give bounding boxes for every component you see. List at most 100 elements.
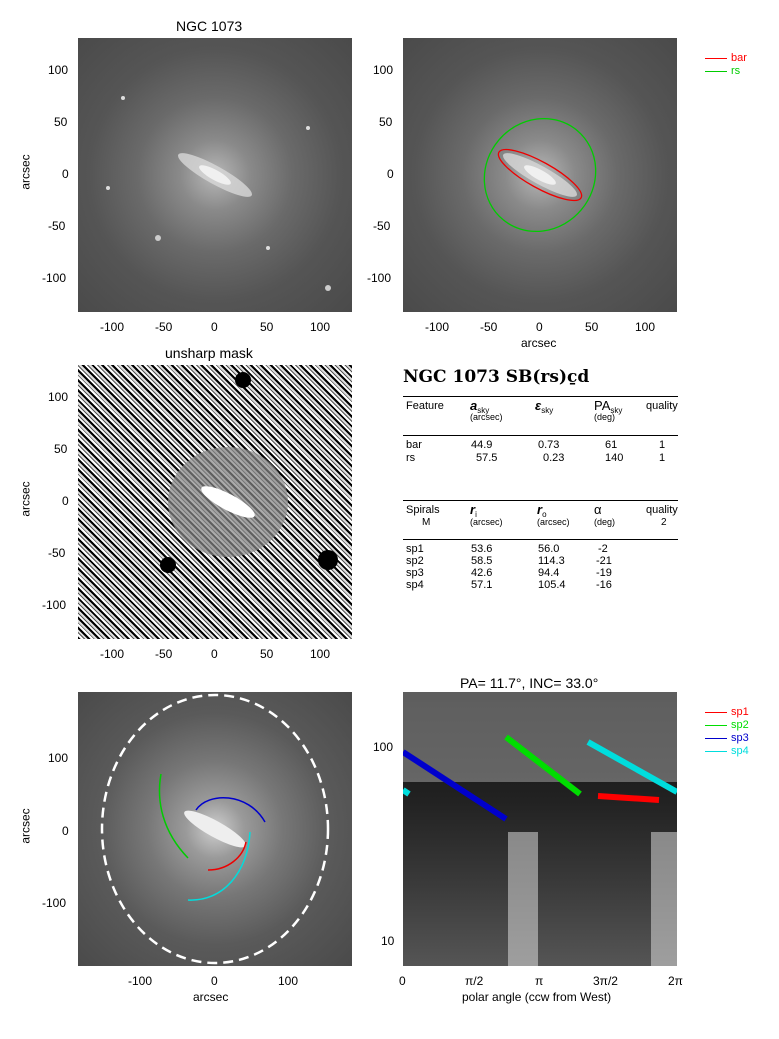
galaxy-image-overlay bbox=[403, 38, 677, 312]
legend-sp1: sp1 bbox=[731, 706, 749, 718]
feature-pa: 61 bbox=[605, 439, 618, 451]
panel3-xtick: -50 bbox=[155, 647, 173, 661]
panel6-xtick: π/2 bbox=[465, 974, 484, 988]
polar-plot-image bbox=[403, 692, 677, 966]
panel5-xtick: 100 bbox=[278, 974, 299, 988]
panel6-xtick: π bbox=[535, 974, 544, 988]
panel1-ytick: -50 bbox=[48, 219, 66, 233]
hdr-pa: PA bbox=[594, 398, 611, 413]
legend-sp3: sp3 bbox=[731, 732, 749, 744]
panel5-ytick: 100 bbox=[48, 751, 69, 765]
hdr-eps: ε bbox=[535, 398, 542, 413]
spiral-ri: 42.6 bbox=[471, 567, 493, 579]
galaxy-image bbox=[78, 38, 352, 312]
panel2-xtick: 0 bbox=[536, 320, 543, 334]
panel6-xtick: 0 bbox=[399, 974, 406, 988]
panel3-ytick: 0 bbox=[62, 494, 69, 508]
feature-q: 1 bbox=[659, 452, 666, 464]
sp2-arc bbox=[158, 773, 189, 859]
panel5-xlabel: arcsec bbox=[193, 990, 229, 1004]
hdr-ri-unit: (arcsec) bbox=[470, 517, 503, 527]
spiral-name: sp1 bbox=[406, 543, 424, 555]
hdr-quality2: quality bbox=[646, 504, 678, 516]
hdr-m: M bbox=[422, 517, 431, 528]
sp4-line bbox=[586, 739, 677, 795]
spiral-ri: 57.1 bbox=[471, 579, 493, 591]
panel3-xtick: 100 bbox=[310, 647, 331, 661]
feature-a: 57.5 bbox=[476, 452, 498, 464]
panel6-ytick: 10 bbox=[381, 934, 395, 948]
sp4-arc bbox=[187, 831, 251, 901]
panel2-ytick: 100 bbox=[373, 63, 394, 77]
galaxy-bar-feature bbox=[106, 96, 331, 291]
panel1-ytick: -100 bbox=[42, 271, 67, 285]
panel6-ytick: 100 bbox=[373, 740, 394, 754]
panel3-ytick: 50 bbox=[54, 442, 68, 456]
panel3-title: unsharp mask bbox=[165, 345, 253, 361]
unsharp-mask-image bbox=[78, 365, 352, 639]
feature-a: 44.9 bbox=[471, 439, 493, 451]
deprojected-image bbox=[78, 692, 352, 966]
panel3-ytick: -100 bbox=[42, 598, 67, 612]
panel5-ytick: 0 bbox=[62, 824, 69, 838]
panel3-xtick: 50 bbox=[260, 647, 274, 661]
panel2-xtick: 100 bbox=[635, 320, 656, 334]
rs-ellipse bbox=[483, 117, 597, 233]
spiral-alpha: -19 bbox=[596, 567, 612, 579]
hdr-pa-unit: (deg) bbox=[594, 412, 616, 422]
hdr-ri: r bbox=[470, 502, 476, 517]
hdr-alpha: α bbox=[594, 502, 602, 517]
hdr-ri-sub: i bbox=[475, 510, 477, 520]
panel3-ytick: 100 bbox=[48, 390, 69, 404]
panel1-xtick: -100 bbox=[100, 320, 125, 334]
panel2-ytick: -100 bbox=[367, 271, 392, 285]
hdr-ro: r bbox=[537, 502, 543, 517]
legend-sp2: sp2 bbox=[731, 719, 749, 731]
panel3-xtick: 0 bbox=[211, 647, 218, 661]
feature-pa: 140 bbox=[605, 452, 624, 464]
spiral-ro: 94.4 bbox=[538, 567, 560, 579]
sp3-line bbox=[403, 749, 508, 822]
spiral-alpha: -21 bbox=[596, 555, 612, 567]
panel6-xtick: 2π bbox=[668, 974, 683, 988]
panel1-ytick: 100 bbox=[48, 63, 69, 77]
panel2-xtick: 50 bbox=[585, 320, 599, 334]
panel3-xtick: -100 bbox=[100, 647, 125, 661]
spiral-alpha: -16 bbox=[596, 579, 612, 591]
panel1-xtick: 50 bbox=[260, 320, 274, 334]
panel5-ytick: -100 bbox=[42, 896, 67, 910]
hdr-pa-sub: sky bbox=[610, 406, 623, 416]
panel1-ytick: 0 bbox=[62, 167, 69, 181]
feature-e: 0.23 bbox=[543, 452, 565, 464]
hdr-feature: Feature bbox=[406, 400, 444, 412]
spiral-name: sp4 bbox=[406, 579, 424, 591]
panel6-title: PA= 11.7°, INC= 33.0° bbox=[460, 675, 599, 691]
hdr-a-sub: sky bbox=[477, 406, 490, 416]
hdr-ro-unit: (arcsec) bbox=[537, 517, 570, 527]
legend-sp4: sp4 bbox=[731, 745, 749, 757]
hdr-spirals: Spirals bbox=[406, 504, 440, 516]
hdr-a-unit: (arcsec) bbox=[470, 412, 503, 422]
sp1-arc bbox=[207, 841, 247, 871]
panel2-ytick: -50 bbox=[373, 219, 391, 233]
panel6-xtick: 3π/2 bbox=[593, 974, 618, 988]
legend-rs: rs bbox=[731, 65, 741, 77]
hdr-a: a bbox=[470, 398, 478, 413]
table-rule bbox=[403, 500, 678, 501]
feature-e: 0.73 bbox=[538, 439, 560, 451]
hdr-quality: quality bbox=[646, 400, 678, 412]
panel1-title: NGC 1073 bbox=[176, 18, 243, 34]
panel6-xlabel: polar angle (ccw from West) bbox=[462, 990, 612, 1004]
sp3-arc bbox=[195, 797, 266, 823]
hdr-ro-sub: o bbox=[542, 510, 547, 520]
sp2-line bbox=[504, 734, 582, 797]
table-rule bbox=[403, 539, 678, 540]
spiral-ri: 58.5 bbox=[471, 555, 493, 567]
panel2-xlabel: arcsec bbox=[521, 336, 557, 350]
panel2-ytick: 0 bbox=[387, 167, 394, 181]
panel2-xtick: -100 bbox=[425, 320, 450, 334]
panel5-ylabel: arcsec bbox=[18, 808, 33, 844]
panel5-xtick: -100 bbox=[128, 974, 153, 988]
table-rule bbox=[403, 396, 678, 397]
feature-name: rs bbox=[406, 452, 416, 464]
